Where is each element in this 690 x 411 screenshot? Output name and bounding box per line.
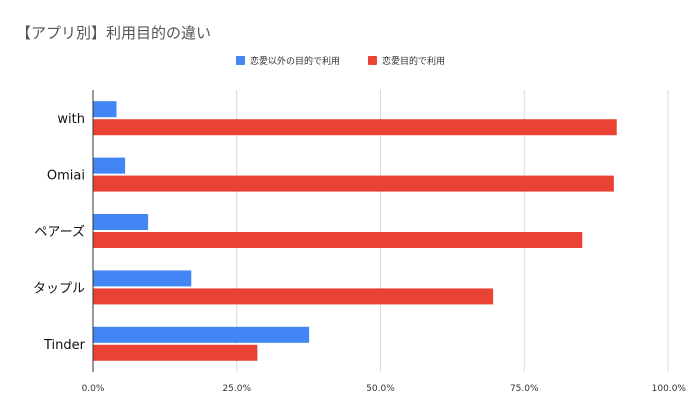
- category-label: タップル: [33, 281, 85, 296]
- gridlines: [92, 90, 669, 372]
- bars: [93, 101, 617, 361]
- x-tick-label: 75.0%: [510, 384, 539, 394]
- x-tick-label: 0.0%: [82, 384, 105, 394]
- x-tick-label: 25.0%: [222, 384, 251, 394]
- x-axis-ticks: 0.0% 25.0% 50.0% 75.0% 100.0%: [82, 384, 687, 394]
- x-tick-label: 50.0%: [366, 384, 395, 394]
- legend-label-1: 恋愛目的で利用: [382, 55, 445, 67]
- category-label: with: [57, 112, 85, 127]
- legend-label-0: 恋愛以外の目的で利用: [250, 55, 340, 67]
- legend-swatch-0: [236, 56, 245, 65]
- legend: 恋愛以外の目的で利用 恋愛目的で利用: [236, 55, 445, 67]
- bar-non-romance: [93, 214, 149, 230]
- bar-romance: [93, 119, 617, 136]
- x-tick-label: 100.0%: [652, 384, 687, 394]
- bar-romance: [93, 175, 614, 192]
- bar-non-romance: [93, 270, 192, 287]
- bar-romance: [93, 344, 258, 361]
- bar-romance: [93, 232, 583, 248]
- chart-title: 【アプリ別】利用目的の違い: [16, 24, 211, 42]
- category-label: Tinder: [43, 338, 86, 353]
- category-label: Omiai: [47, 169, 85, 184]
- bar-non-romance: [93, 326, 310, 343]
- legend-swatch-1: [368, 56, 377, 65]
- bar-non-romance: [93, 157, 126, 174]
- category-label: ペアーズ: [34, 224, 85, 240]
- bar-non-romance: [93, 101, 117, 118]
- bar-romance: [93, 288, 494, 305]
